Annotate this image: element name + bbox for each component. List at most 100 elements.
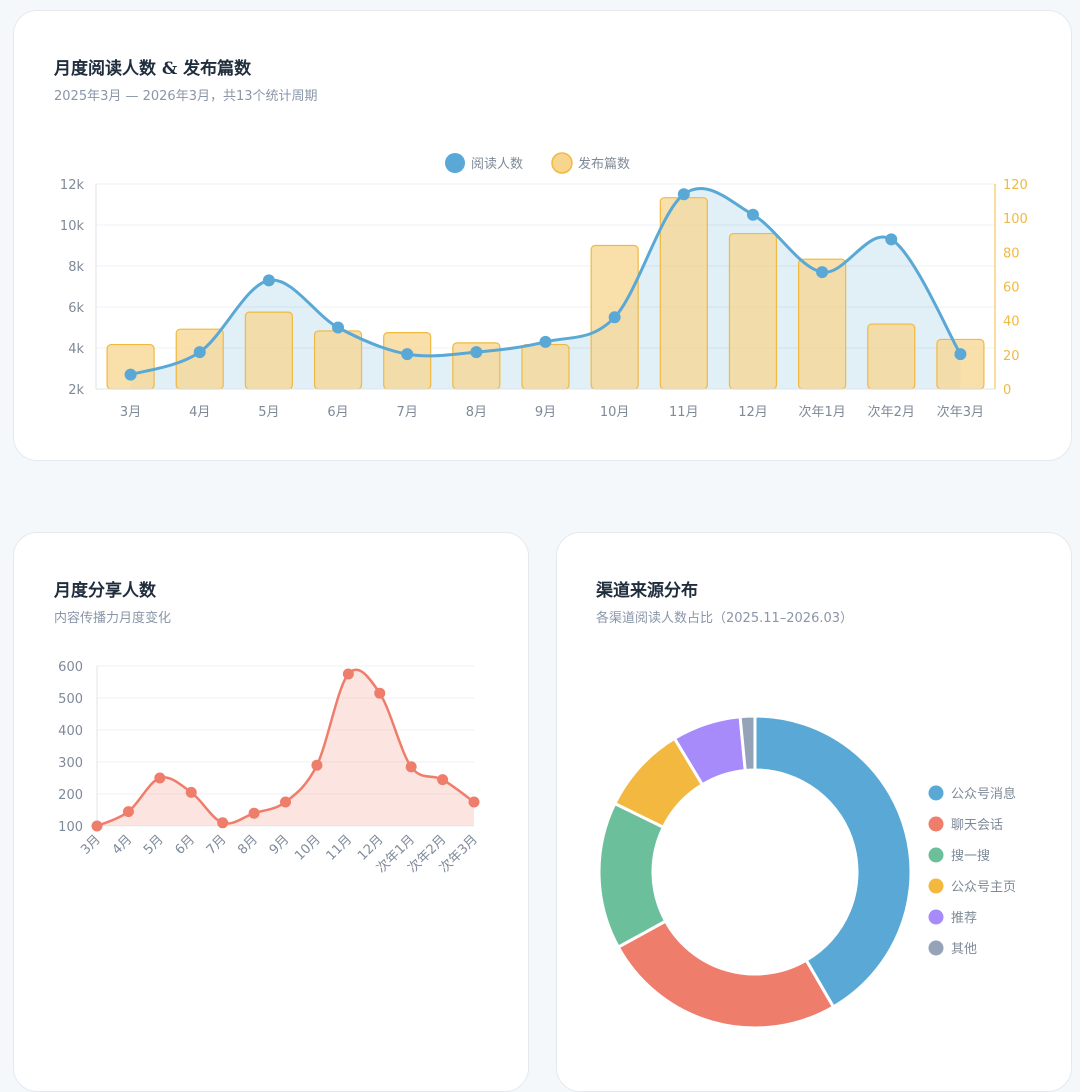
share-point <box>405 761 417 773</box>
share-point <box>437 774 449 786</box>
posts-bar <box>798 258 847 390</box>
x-tick-label: 12月 <box>738 405 768 420</box>
legend-label-posts: 发布篇数 <box>578 156 630 172</box>
donut-slice <box>738 714 757 773</box>
x-tick-label: 10月 <box>600 405 630 420</box>
reads-posts-subtitle: 2025年3月 — 2026年3月，共13个统计周期 <box>54 89 318 104</box>
reads-point <box>470 346 483 359</box>
x-tick-label: 5月 <box>258 405 279 420</box>
share-point <box>311 759 323 771</box>
legend-swatch <box>928 909 944 925</box>
posts-bar <box>244 311 293 390</box>
reads-point <box>885 233 898 246</box>
x-tick-label: 9月 <box>267 832 293 858</box>
legend-label: 推荐 <box>951 911 977 926</box>
reads-point <box>677 188 690 201</box>
x-tick-label: 次年2月 <box>868 404 915 420</box>
reads-posts-title: 月度阅读人数 & 发布篇数 <box>54 59 252 79</box>
x-tick-label: 11月 <box>324 832 355 863</box>
share-point <box>374 687 386 699</box>
share-card <box>13 532 529 1092</box>
reads-point <box>193 346 206 359</box>
y-right-tick-label: 0 <box>1003 383 1011 398</box>
posts-bar <box>521 343 570 390</box>
share-point <box>122 806 134 818</box>
channel-title: 渠道来源分布 <box>596 581 698 601</box>
reads-point <box>539 335 552 348</box>
y-left-tick-label: 6k <box>68 301 84 316</box>
reads-point <box>816 266 829 279</box>
legend-swatch-posts <box>551 152 573 174</box>
y-tick-label: 500 <box>58 692 83 707</box>
y-right-tick-label: 100 <box>1003 212 1028 227</box>
posts-bar <box>936 338 985 390</box>
reads-point <box>608 311 621 324</box>
donut-slice <box>753 714 913 1009</box>
legend-swatch <box>928 878 944 894</box>
y-right-tick-label: 80 <box>1003 246 1020 261</box>
reads-point <box>401 348 414 361</box>
y-left-tick-label: 8k <box>68 260 84 275</box>
x-tick-label: 6月 <box>172 832 198 858</box>
y-tick-label: 100 <box>58 820 83 835</box>
share-point <box>248 807 260 819</box>
y-tick-label: 600 <box>58 660 83 675</box>
share-title: 月度分享人数 <box>54 581 156 601</box>
posts-bar <box>867 323 916 390</box>
share-point <box>91 820 103 832</box>
y-right-tick-label: 60 <box>1003 281 1020 296</box>
posts-bar <box>659 197 708 390</box>
posts-bar <box>313 330 363 390</box>
legend-swatch <box>928 940 944 956</box>
reads-point <box>746 208 759 221</box>
reads-point <box>954 348 967 361</box>
reads-point <box>262 274 275 287</box>
x-tick-label: 3月 <box>120 405 141 420</box>
y-left-tick-label: 2k <box>68 383 84 398</box>
x-tick-label: 8月 <box>466 405 487 420</box>
share-area <box>97 669 474 826</box>
legend-swatch-reads <box>445 153 465 173</box>
donut-slice <box>616 919 836 1030</box>
reads-point <box>124 368 137 381</box>
x-tick-label: 8月 <box>235 832 261 858</box>
x-tick-label: 次年1月 <box>798 404 845 420</box>
legend-label: 公众号消息 <box>951 786 1016 802</box>
x-tick-label: 9月 <box>535 405 556 420</box>
y-left-tick-label: 10k <box>60 219 85 234</box>
x-tick-label: 4月 <box>110 832 136 858</box>
reads-posts-chart: 2k 4k 6k 8k 10k 12k 0 20 40 60 80 100 120 3月 4月 5月 6月 7月 8… <box>60 152 1028 420</box>
channel-subtitle: 各渠道阅读人数占比（2025.11–2026.03） <box>596 611 854 626</box>
share-point <box>280 796 291 808</box>
legend-swatch <box>928 785 944 801</box>
legend-swatch <box>928 816 944 832</box>
legend-label: 搜一搜 <box>951 849 990 864</box>
legend-swatch <box>928 847 944 863</box>
share-point <box>185 786 197 798</box>
posts-bar <box>728 232 778 390</box>
legend-label: 其他 <box>951 942 977 957</box>
x-tick-label: 5月 <box>141 832 167 858</box>
x-tick-label: 10月 <box>292 832 323 863</box>
y-left-tick-label: 12k <box>60 178 85 193</box>
y-right-tick-label: 120 <box>1003 178 1028 193</box>
y-right-tick-label: 40 <box>1003 315 1020 330</box>
reads-posts-legend: 阅读人数 发布篇数 <box>445 152 630 174</box>
x-tick-label: 4月 <box>189 405 210 420</box>
x-tick-label: 6月 <box>327 405 348 420</box>
share-subtitle: 内容传播力月度变化 <box>54 611 172 626</box>
posts-bar <box>383 332 432 390</box>
share-point <box>468 796 480 808</box>
legend-label: 公众号主页 <box>951 880 1016 895</box>
share-point <box>342 668 354 680</box>
y-left-tick-label: 4k <box>68 342 84 357</box>
x-tick-label: 3月 <box>78 832 104 858</box>
x-tick-label: 次年3月 <box>937 404 984 420</box>
y-tick-label: 300 <box>58 756 83 771</box>
y-tick-label: 400 <box>58 724 83 739</box>
x-tick-label: 7月 <box>204 832 230 858</box>
